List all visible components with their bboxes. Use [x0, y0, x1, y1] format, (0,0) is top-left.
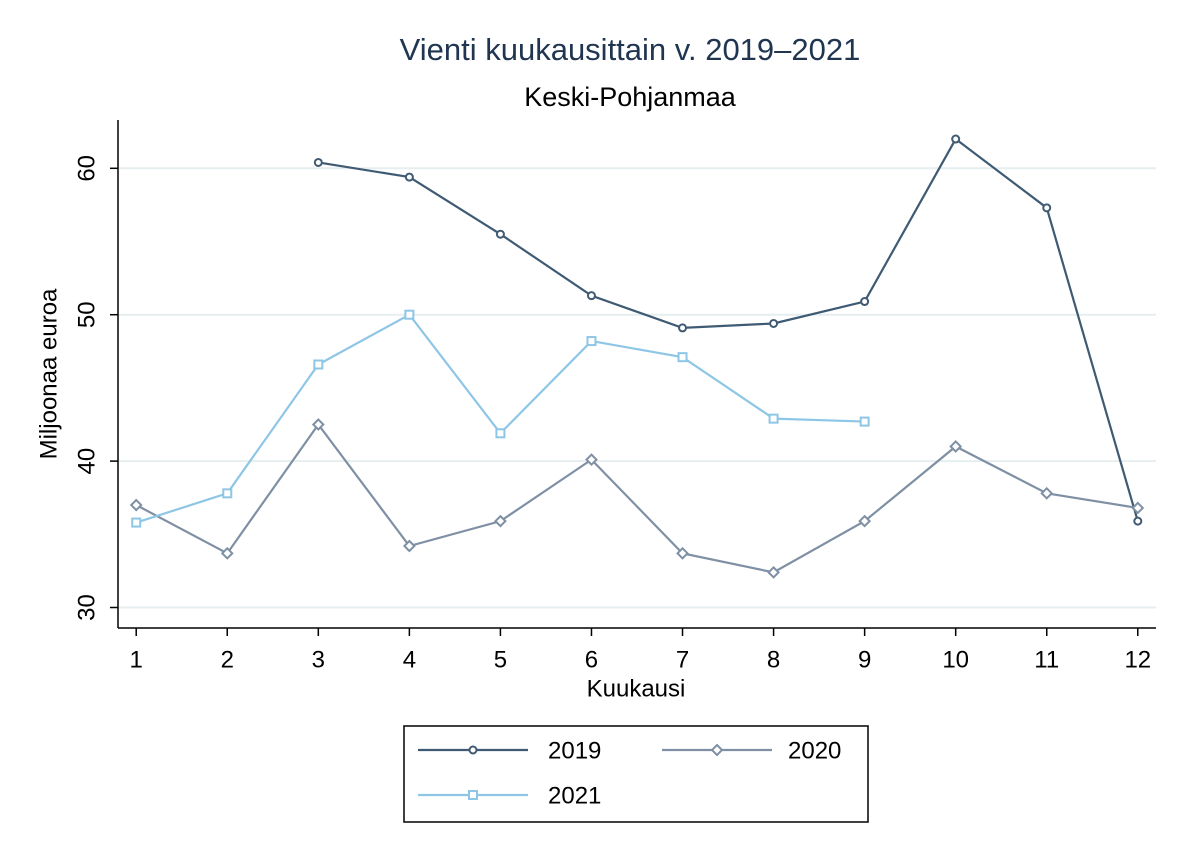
- marker: [768, 413, 779, 424]
- legend-label: 2021: [548, 782, 601, 809]
- marker: [495, 428, 506, 439]
- marker: [678, 323, 688, 333]
- marker: [586, 291, 596, 301]
- y-tick-label: 60: [73, 155, 100, 182]
- marker: [129, 498, 143, 512]
- series-line: [135, 422, 1138, 574]
- marker: [769, 318, 779, 328]
- chart-title: Vienti kuukausittain v. 2019–2021: [400, 32, 861, 67]
- x-tick-label: 1: [130, 646, 143, 673]
- y-tick-label: 50: [73, 301, 100, 328]
- marker: [220, 546, 234, 560]
- series-line: [318, 137, 1139, 522]
- marker: [495, 229, 505, 239]
- marker: [677, 352, 688, 363]
- marker: [311, 418, 325, 431]
- legend-label: 2020: [788, 737, 841, 764]
- marker: [859, 416, 870, 427]
- marker: [586, 336, 597, 347]
- marker: [1042, 203, 1052, 213]
- marker: [1040, 486, 1054, 500]
- marker: [767, 565, 780, 579]
- x-tick-label: 12: [1124, 646, 1151, 673]
- marker: [1131, 501, 1145, 515]
- x-tick-label: 8: [767, 646, 780, 673]
- legend-marker: [468, 745, 478, 755]
- marker: [313, 359, 324, 370]
- legend-label: 2019: [548, 737, 601, 764]
- x-tick-label: 2: [221, 646, 234, 673]
- chart-subtitle: Keski-Pohjanmaa: [524, 82, 737, 112]
- marker: [949, 440, 963, 453]
- marker: [404, 172, 414, 182]
- marker: [494, 514, 507, 528]
- legend-box: [403, 725, 869, 823]
- marker: [951, 134, 961, 144]
- x-tick-label: 11: [1034, 646, 1059, 673]
- legend-marker: [468, 790, 478, 800]
- x-tick-label: 6: [585, 646, 598, 673]
- marker: [860, 297, 870, 307]
- x-tick-label: 7: [676, 646, 689, 673]
- x-tick-label: 9: [858, 646, 871, 673]
- marker: [676, 546, 689, 560]
- y-tick-label: 30: [73, 594, 100, 621]
- marker: [222, 488, 233, 499]
- marker: [131, 517, 142, 528]
- x-tick-label: 5: [494, 646, 507, 673]
- x-tick-label: 4: [403, 646, 416, 673]
- legend-marker: [710, 743, 724, 757]
- x-tick-label: 10: [942, 646, 969, 673]
- marker: [404, 309, 415, 320]
- marker: [402, 539, 416, 553]
- marker: [585, 453, 598, 467]
- x-tick-label: 3: [312, 646, 325, 673]
- y-axis-label: Miljoonaa euroa: [35, 288, 62, 459]
- marker: [858, 514, 872, 528]
- marker: [1133, 516, 1143, 526]
- x-axis-label: Kuukausi: [587, 675, 686, 702]
- y-tick-label: 40: [73, 448, 100, 475]
- marker: [313, 157, 323, 167]
